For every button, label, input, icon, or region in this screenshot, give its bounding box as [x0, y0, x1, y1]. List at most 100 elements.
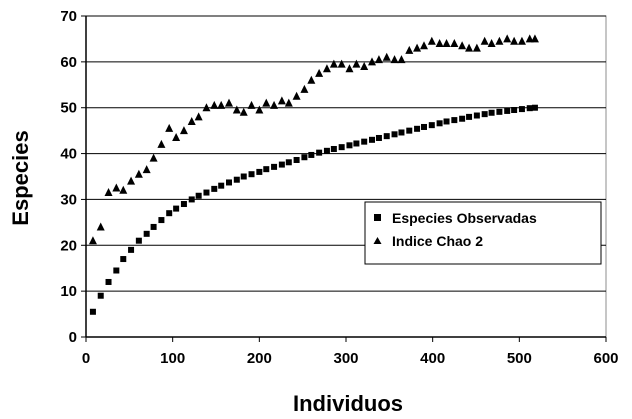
point-series-2	[442, 39, 451, 48]
point-series-1	[459, 115, 466, 122]
point-series-1	[150, 223, 157, 230]
point-series-1	[256, 168, 263, 175]
point-series-2	[510, 36, 519, 45]
point-series-2	[450, 39, 459, 48]
point-series-1	[105, 278, 112, 285]
point-series-2	[172, 133, 181, 142]
point-series-1	[526, 105, 533, 112]
point-series-2	[374, 55, 383, 64]
point-series-1	[414, 125, 421, 132]
x-axis-ticks: 0 100 200 300 400 500 600	[82, 337, 619, 367]
point-series-2	[413, 43, 422, 52]
point-series-1	[143, 230, 150, 237]
point-series-1	[173, 205, 180, 212]
point-series-1	[293, 156, 300, 163]
point-series-2	[472, 43, 481, 52]
point-series-2	[368, 57, 376, 66]
point-series-1	[504, 107, 511, 114]
point-series-1	[226, 179, 232, 186]
point-series-2	[465, 43, 474, 52]
point-series-1	[398, 129, 405, 136]
point-series-2	[225, 98, 233, 107]
point-series-2	[390, 55, 399, 64]
point-series-2	[284, 98, 293, 107]
y-tick-label: 60	[60, 54, 77, 71]
x-tick-label: 0	[82, 350, 90, 367]
y-tick-label: 10	[60, 283, 77, 300]
point-series-1	[113, 267, 120, 274]
point-series-1	[158, 217, 165, 224]
point-series-1	[488, 109, 495, 116]
point-series-2	[487, 39, 496, 48]
x-tick-label: 600	[593, 350, 618, 367]
point-series-2	[360, 61, 369, 70]
point-series-1	[496, 108, 503, 115]
point-series-1	[361, 138, 368, 145]
point-series-2	[142, 165, 151, 174]
point-series-1	[531, 104, 538, 111]
point-series-1	[248, 171, 255, 178]
point-series-2	[239, 107, 248, 116]
point-series-1	[421, 123, 427, 130]
point-series-1	[346, 142, 353, 149]
point-series-2	[517, 36, 526, 45]
data-points	[88, 34, 539, 315]
x-tick-label: 100	[160, 350, 185, 367]
point-series-2	[530, 34, 539, 43]
point-series-2	[345, 64, 354, 73]
point-series-1	[285, 159, 292, 166]
point-series-2	[88, 236, 97, 245]
point-series-1	[330, 145, 337, 152]
point-series-1	[120, 256, 127, 263]
point-series-1	[383, 133, 390, 140]
x-tick-label: 500	[507, 350, 532, 367]
point-series-1	[391, 131, 398, 138]
point-series-2	[435, 39, 444, 48]
point-series-1	[203, 189, 210, 196]
point-series-1	[301, 154, 308, 161]
y-tick-label: 70	[60, 8, 77, 25]
gridlines	[86, 15, 606, 292]
point-series-2	[315, 68, 324, 77]
point-series-2	[165, 123, 174, 132]
point-series-1	[518, 106, 525, 113]
point-series-1	[211, 185, 218, 192]
point-series-1	[353, 140, 360, 147]
point-series-2	[525, 34, 534, 43]
x-tick-label: 400	[420, 350, 445, 367]
y-axis-title: Especies	[8, 130, 33, 225]
point-series-2	[96, 222, 105, 231]
point-series-1	[338, 144, 345, 151]
point-series-1	[166, 210, 173, 217]
y-tick-label: 40	[60, 146, 77, 163]
point-series-1	[473, 112, 480, 119]
point-series-2	[247, 100, 256, 109]
point-series-2	[112, 183, 121, 192]
x-axis-title: Individuos	[293, 391, 403, 416]
point-series-2	[187, 116, 196, 125]
point-series-1	[369, 136, 375, 143]
point-series-1	[278, 161, 285, 168]
point-series-2	[322, 64, 331, 73]
point-series-1	[89, 308, 96, 315]
point-series-1	[135, 237, 142, 244]
point-series-2	[382, 52, 391, 61]
point-series-2	[104, 188, 113, 197]
point-series-2	[194, 112, 203, 121]
point-series-2	[232, 105, 241, 114]
legend-marker-triangle	[373, 237, 382, 244]
point-series-2	[352, 59, 361, 68]
point-series-1	[481, 111, 488, 118]
point-series-2	[420, 41, 428, 50]
point-series-1	[511, 107, 518, 114]
point-series-1	[271, 163, 278, 170]
point-series-1	[323, 147, 330, 154]
point-series-2	[217, 100, 226, 109]
point-series-2	[480, 36, 489, 45]
point-series-2	[337, 59, 346, 68]
point-series-1	[436, 120, 443, 127]
point-series-1	[428, 122, 435, 129]
y-tick-label: 50	[60, 100, 77, 117]
point-series-2	[202, 103, 211, 112]
